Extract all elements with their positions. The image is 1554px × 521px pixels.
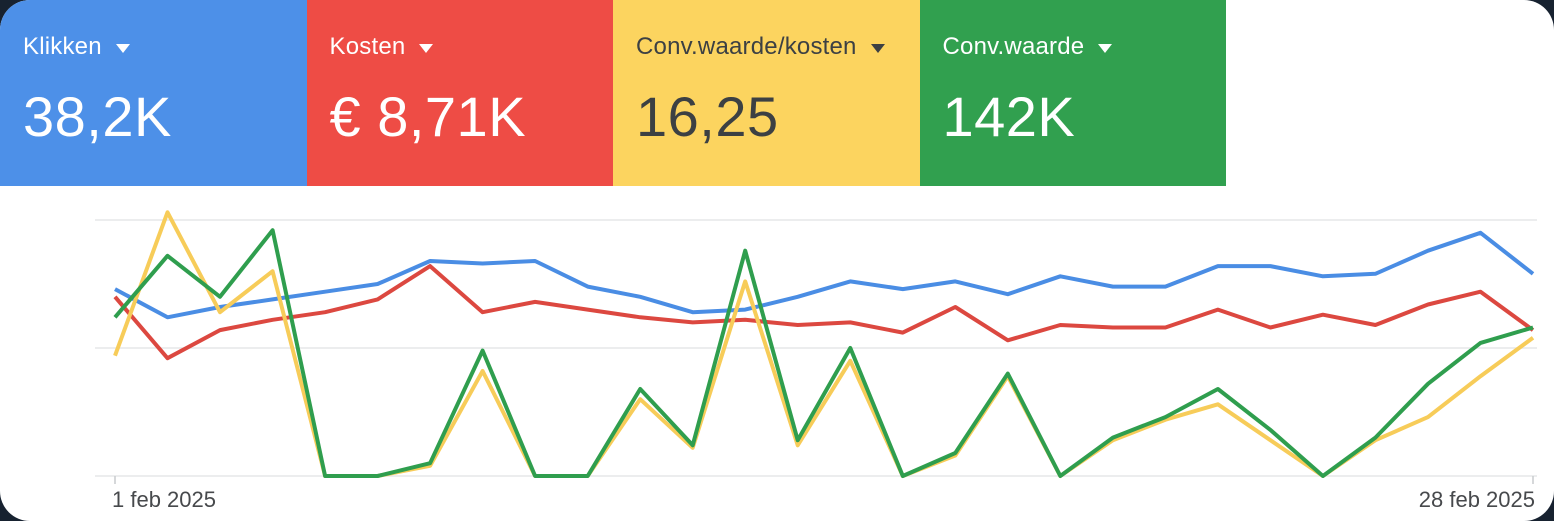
metric-value: € 8,71K bbox=[329, 85, 527, 148]
metric-label: Conv.waarde/kosten bbox=[636, 33, 857, 60]
metric-selector[interactable]: Klikken bbox=[23, 33, 307, 61]
metric-card-conv-waarde-kosten[interactable]: Conv.waarde/kosten 16,25 bbox=[613, 0, 920, 186]
metric-value: 38,2K bbox=[23, 85, 172, 148]
series-line-klikken bbox=[114, 230, 1535, 320]
metric-selector[interactable]: Kosten bbox=[330, 33, 614, 61]
metric-label: Conv.waarde bbox=[942, 33, 1085, 60]
metric-card-klikken[interactable]: Klikken 38,2K bbox=[0, 0, 307, 186]
metric-card-conv-waarde[interactable]: Conv.waarde 142K bbox=[919, 0, 1227, 186]
series-line-conv-waarde-kosten bbox=[113, 210, 1535, 478]
metric-selector[interactable]: Conv.waarde/kosten bbox=[636, 33, 920, 61]
series-lines bbox=[113, 210, 1535, 478]
axis-ticks bbox=[114, 476, 1534, 484]
metric-label: Klikken bbox=[23, 33, 102, 60]
metric-card-kosten[interactable]: Kosten € 8,71K bbox=[306, 0, 614, 186]
gridlines bbox=[95, 219, 1537, 477]
series-line-kosten bbox=[113, 264, 1535, 361]
dropdown-arrow-icon[interactable] bbox=[419, 44, 434, 53]
chart-canvas bbox=[95, 210, 1537, 484]
metric-scorecards: Klikken 38,2K Kosten € 8,71K Conv.waarde… bbox=[0, 0, 1226, 186]
x-axis-start-label: 1 feb 2025 bbox=[112, 487, 216, 512]
series-line-conv-waarde bbox=[113, 228, 1534, 478]
metric-label: Kosten bbox=[329, 33, 406, 60]
x-axis-end-label: 28 feb 2025 bbox=[1418, 487, 1535, 512]
time-series-chart: 1 feb 2025 28 feb 2025 bbox=[0, 186, 1554, 521]
dropdown-arrow-icon[interactable] bbox=[115, 44, 130, 53]
dropdown-arrow-icon[interactable] bbox=[870, 44, 885, 53]
dropdown-arrow-icon[interactable] bbox=[1098, 44, 1113, 53]
metric-value: 16,25 bbox=[636, 85, 779, 148]
metric-selector[interactable]: Conv.waarde bbox=[943, 33, 1227, 61]
metric-value: 142K bbox=[942, 85, 1076, 148]
